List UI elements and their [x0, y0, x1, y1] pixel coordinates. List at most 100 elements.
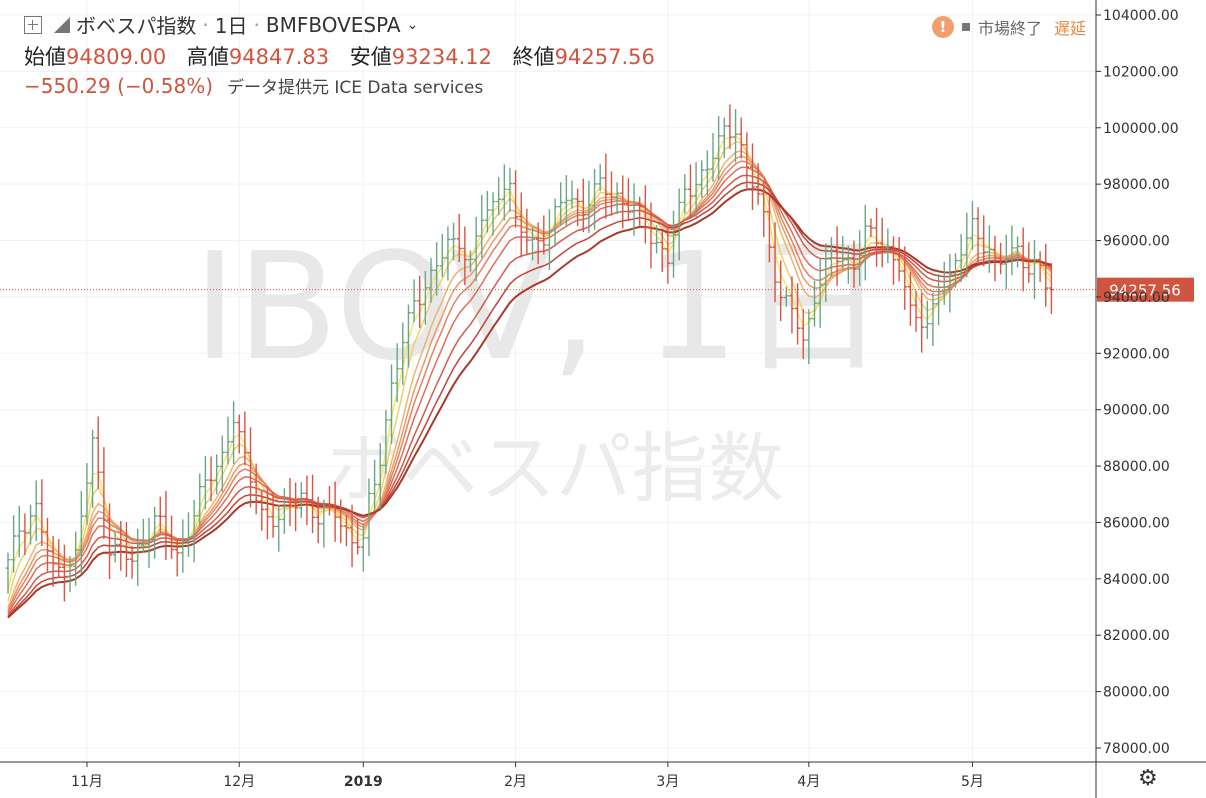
ohlc-bars — [5, 104, 1054, 602]
ohlc-bar — [445, 226, 451, 281]
ohlc-bar — [304, 475, 310, 525]
x-tick-label: 3月 — [656, 774, 679, 790]
ohlc-bar — [874, 207, 880, 267]
ohlc-bar — [157, 496, 163, 533]
ohlc-bar — [986, 225, 992, 273]
ohlc-bar — [800, 309, 806, 360]
ohlc-bar — [33, 480, 39, 542]
ohlc-bar — [326, 485, 332, 516]
ema-line — [7, 135, 1052, 591]
ohlc-bar — [202, 456, 208, 510]
status-square-icon — [961, 23, 970, 31]
ohlc-bar — [270, 492, 276, 538]
ohlc-bar — [885, 228, 891, 264]
ohlc-bar — [343, 514, 349, 547]
ema-line — [7, 174, 1052, 617]
ohlc-bar — [913, 290, 919, 332]
ohlc-bar — [907, 272, 913, 326]
y-tick-label: 98000.00 — [1103, 177, 1170, 193]
open-label: 始値 — [24, 45, 66, 69]
ohlc-bar — [862, 204, 868, 281]
last-price-line: 94257.56 — [0, 277, 1194, 302]
ohlc-bar — [580, 178, 586, 233]
ohlc-bar — [789, 276, 795, 334]
ohlc-bar — [687, 164, 693, 219]
ohlc-bar — [484, 191, 490, 233]
ohlc-bar — [394, 343, 400, 403]
ohlc-bar — [169, 515, 175, 559]
ohlc-bar — [501, 164, 507, 221]
ohlc-bar — [845, 245, 851, 284]
ohlc-bar — [135, 528, 141, 586]
ohlc-bar — [208, 456, 214, 502]
y-axis: 104000.00 102000.00 100000.00 98000.00 96000… — [1095, 0, 1179, 798]
ohlc-bar — [101, 447, 107, 539]
ohlc-bar — [140, 518, 146, 553]
ohlc-bar — [78, 490, 84, 574]
ohlc-bar — [338, 499, 344, 544]
ohlc-bar — [349, 504, 355, 568]
settings-icon[interactable]: ⚙ — [1138, 766, 1158, 791]
ohlc-bar — [225, 416, 231, 465]
x-tick-label: 12月 — [223, 774, 255, 790]
ohlc-bar — [185, 512, 191, 557]
ohlc-bar — [377, 442, 383, 510]
ohlc-bar — [947, 253, 953, 313]
x-tick-label: 4月 — [797, 774, 820, 790]
ohlc-bar — [817, 259, 823, 328]
ohlc-bar — [123, 522, 129, 578]
y-tick-label: 94000.00 — [1103, 290, 1170, 306]
y-tick-label: 84000.00 — [1103, 572, 1170, 588]
ohlc-bar — [755, 163, 761, 205]
ohlc-bar — [682, 174, 688, 214]
ohlc-bar — [964, 212, 970, 278]
ohlc-bar — [1003, 234, 1009, 290]
ohlc-bar — [372, 459, 378, 511]
ohlc-bar — [411, 279, 417, 323]
ohlc-bar — [1009, 225, 1015, 276]
ohlc-bar — [439, 233, 445, 277]
ohlc-bar — [806, 309, 812, 365]
symbol-title[interactable]: ボベスパ指数 — [76, 14, 197, 38]
last-price-label: 94257.56 — [1109, 282, 1181, 300]
market-status-text: 市場終了 — [977, 19, 1042, 38]
ohlc-bar — [400, 322, 406, 385]
ohlc-bar — [541, 215, 547, 255]
chevron-down-icon[interactable]: ⌄ — [406, 16, 419, 33]
ohlc-bar — [772, 222, 778, 303]
ohlc-bar — [174, 540, 180, 577]
high-value: 94847.83 — [228, 45, 330, 69]
ohlc-bar — [953, 253, 959, 288]
ohlc-bar — [287, 477, 293, 527]
expand-icon[interactable] — [24, 15, 42, 34]
delay-badge[interactable]: 遅延 — [1053, 19, 1086, 38]
interval-label[interactable]: 1日 — [214, 14, 248, 38]
ohlc-bar — [699, 160, 705, 198]
ohlc-bar — [1037, 251, 1043, 283]
watermark-ticker: IBOV, 1日 — [193, 221, 887, 393]
ohlc-bar — [761, 181, 767, 237]
ohlc-bar — [671, 210, 677, 278]
ohlc-bar — [614, 182, 620, 215]
watermark-name: ボベスパ指数 — [326, 424, 784, 513]
exchange-label[interactable]: BMFBOVESPA — [265, 12, 401, 37]
ohlc-bar — [1031, 239, 1037, 299]
ohlc-bar — [28, 504, 34, 545]
ohlc-bar — [975, 207, 981, 264]
x-tick-label: 11月 — [71, 774, 103, 790]
ohlc-bar — [281, 488, 287, 535]
x-axis: 11月 12月 2019 2月 3月 4月 5月 — [0, 761, 1206, 790]
ohlc-bar — [569, 180, 575, 209]
warning-icon[interactable]: ! — [931, 16, 954, 38]
last-price-tag — [1097, 277, 1194, 302]
ema-line — [7, 188, 1052, 619]
ohlc-bar — [924, 300, 930, 339]
market-status: ! 市場終了 遅延 — [931, 15, 1086, 39]
ohlc-bar — [868, 218, 874, 237]
ohlc-bar — [231, 401, 237, 464]
ohlc-bar — [597, 163, 603, 192]
ohlc-bar — [620, 175, 626, 229]
ohlc-bar — [355, 518, 361, 555]
y-tick-label: 86000.00 — [1103, 515, 1170, 531]
